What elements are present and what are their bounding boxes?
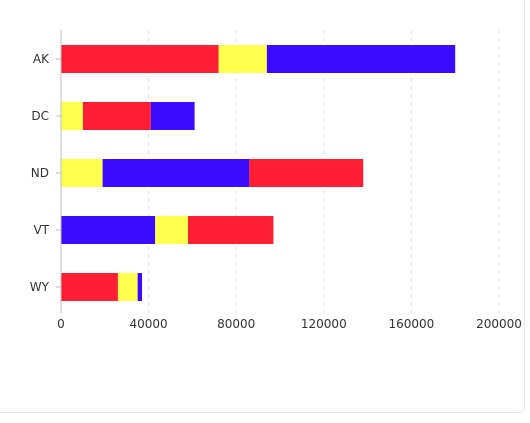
y-tick-label: WY bbox=[30, 280, 50, 294]
bar-segment-wy-blue[interactable] bbox=[137, 273, 143, 301]
x-tick-label: 0 bbox=[57, 317, 65, 331]
x-tick-label: 160000 bbox=[388, 317, 434, 331]
x-tick-label: 40000 bbox=[130, 317, 168, 331]
bar-segment-ak-red[interactable] bbox=[61, 45, 219, 73]
bar-segment-nd-yellow[interactable] bbox=[61, 159, 103, 187]
bars bbox=[61, 45, 456, 301]
bar-segment-nd-blue[interactable] bbox=[102, 159, 250, 187]
grid-lines bbox=[148, 30, 500, 313]
bar-segment-vt-yellow[interactable] bbox=[155, 216, 189, 244]
y-tick-label: ND bbox=[31, 166, 49, 180]
x-tick-label: 120000 bbox=[301, 317, 347, 331]
y-tick-label: VT bbox=[33, 223, 49, 237]
bar-segment-vt-red[interactable] bbox=[188, 216, 274, 244]
x-tick-labels: 0 40000 80000 120000 160000 200000 bbox=[57, 317, 522, 331]
bar-segment-dc-yellow[interactable] bbox=[61, 102, 83, 130]
bar-segment-nd-red[interactable] bbox=[249, 159, 364, 187]
y-tick-labels: AK DC ND VT WY bbox=[30, 52, 50, 294]
y-tick-label: DC bbox=[31, 109, 49, 123]
bar-segment-ak-blue[interactable] bbox=[266, 45, 456, 73]
bar-segment-dc-blue[interactable] bbox=[150, 102, 195, 130]
bar-segment-dc-red[interactable] bbox=[82, 102, 151, 130]
bar-segment-ak-yellow[interactable] bbox=[218, 45, 267, 73]
x-tick-label: 200000 bbox=[476, 317, 522, 331]
axes bbox=[56, 30, 62, 313]
bar-segment-vt-blue[interactable] bbox=[61, 216, 156, 244]
bar-segment-wy-red[interactable] bbox=[61, 273, 118, 301]
x-tick-label: 80000 bbox=[217, 317, 255, 331]
bar-segment-wy-yellow[interactable] bbox=[117, 273, 138, 301]
y-tick-label: AK bbox=[33, 52, 50, 66]
